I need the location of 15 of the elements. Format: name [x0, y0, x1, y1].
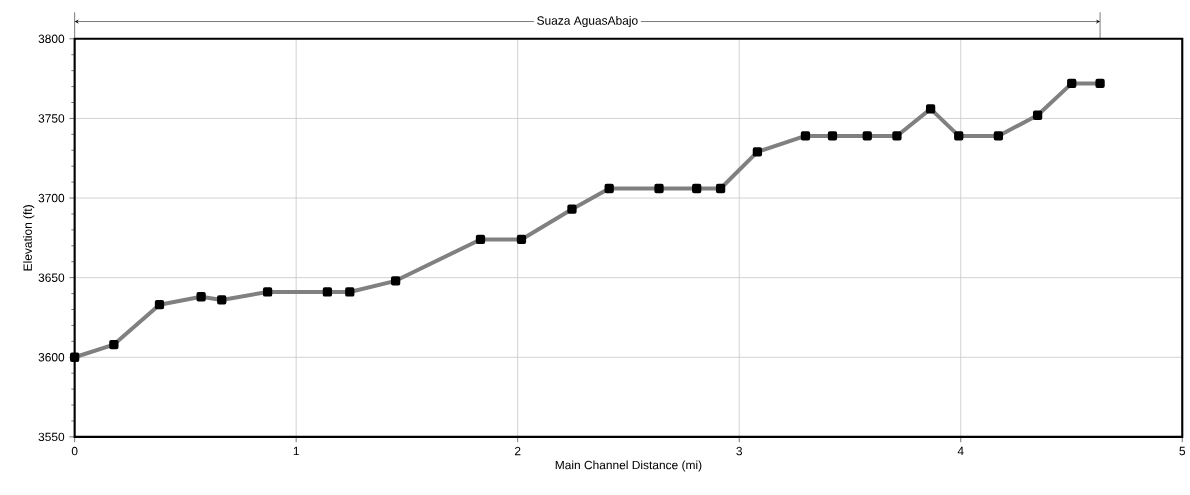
- x-tick-label: 2: [514, 447, 521, 456]
- x-tick-label: 5: [1179, 447, 1186, 456]
- y-tick-label: 3650: [38, 273, 65, 283]
- x-tick-label: 1: [293, 447, 299, 456]
- y-tick-label: 3550: [38, 432, 65, 442]
- y-tick-label: 3800: [38, 34, 65, 44]
- y-tick-label: 3750: [38, 114, 65, 123]
- x-tick-label: 4: [957, 447, 964, 456]
- chart-title: Suaza AguasAbajo: [537, 16, 638, 28]
- y-axis-title: Elevation (ft): [23, 205, 35, 271]
- y-tick-label: 3600: [38, 353, 65, 362]
- x-tick-label: 3: [736, 447, 743, 456]
- x-tick-label: 0: [71, 447, 78, 456]
- y-tick-label: 3700: [38, 194, 65, 203]
- x-axis-title: Main Channel Distance (mi): [555, 460, 702, 472]
